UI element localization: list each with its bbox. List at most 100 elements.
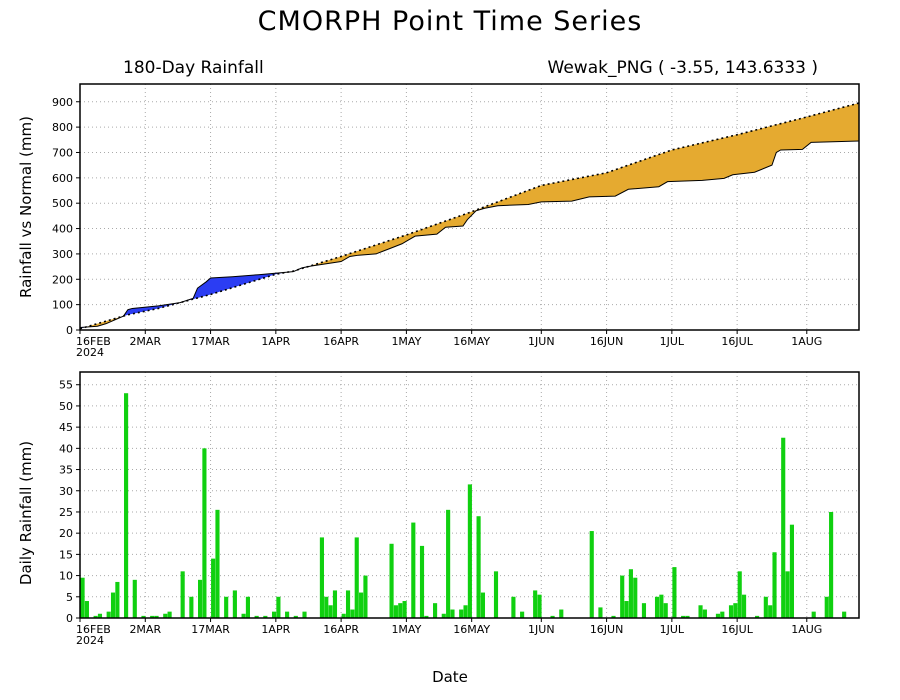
daily-rain-bar bbox=[263, 615, 268, 618]
bottom-xtick-label: 1JUL bbox=[660, 623, 685, 636]
daily-rain-bar bbox=[110, 592, 116, 618]
daily-rain-bar bbox=[733, 603, 738, 618]
daily-rain-bar bbox=[698, 605, 703, 618]
daily-rain-bar bbox=[628, 569, 633, 618]
daily-rain-bar bbox=[350, 609, 355, 618]
bottom-xtick-label: 16MAY bbox=[453, 623, 490, 636]
top-ytick-label: 700 bbox=[52, 146, 73, 159]
daily-rain-bar bbox=[829, 511, 834, 618]
daily-rain-bar bbox=[728, 605, 734, 618]
daily-rain-bar bbox=[624, 601, 629, 618]
bottom-ytick-label: 5 bbox=[66, 591, 73, 604]
daily-rain-bar bbox=[241, 613, 246, 618]
daily-rain-bar bbox=[150, 615, 155, 618]
daily-rain-bar bbox=[842, 611, 847, 618]
daily-rain-bar bbox=[232, 590, 237, 618]
daily-rain-bar bbox=[302, 611, 307, 618]
daily-rain-bar bbox=[106, 611, 111, 618]
daily-rain-bar bbox=[672, 567, 677, 618]
daily-rain-bar bbox=[520, 611, 525, 618]
daily-rain-bar bbox=[285, 611, 290, 618]
observed-line bbox=[79, 140, 860, 328]
bottom-xtick-label: 2MAR bbox=[129, 623, 161, 636]
top-ytick-label: 500 bbox=[52, 197, 73, 210]
bottom-xtick-label: 1APR bbox=[261, 623, 290, 636]
daily-bars bbox=[80, 393, 847, 618]
daily-rain-bar bbox=[742, 594, 747, 618]
daily-rain-bar bbox=[324, 596, 329, 618]
daily-rain-bar bbox=[598, 607, 603, 618]
bottom-ytick-label: 45 bbox=[59, 421, 73, 434]
daily-rain-bar bbox=[198, 579, 203, 618]
daily-rain-bar bbox=[224, 596, 229, 618]
subtitle-right: Wewak_PNG ( -3.55, 143.6333 ) bbox=[548, 58, 818, 78]
daily-rain-bar bbox=[654, 596, 660, 618]
top-xtick-label: 16JUN bbox=[590, 335, 624, 348]
daily-rain-bar bbox=[620, 575, 625, 618]
daily-rain-bar bbox=[245, 596, 250, 618]
subtitle-left: 180-Day Rainfall bbox=[123, 58, 264, 78]
top-x-ticks: 16FEB 2MAR 17MAR 1APR 16APR 1MAY 16MAY 1JUN 16JU… bbox=[76, 330, 822, 348]
bottom-xtick-label: 17MAR bbox=[191, 623, 230, 636]
daily-rain-bar bbox=[254, 615, 259, 618]
daily-rain-bar bbox=[611, 615, 616, 618]
daily-rain-bar bbox=[189, 596, 194, 618]
top-ytick-label: 400 bbox=[52, 223, 73, 236]
top-xtick-label: 1APR bbox=[261, 335, 290, 348]
daily-rain-bar bbox=[441, 613, 446, 618]
bottom-x-ticks: 16FEB 2MAR 17MAR 1APR 16APR 1MAY 16MAY 1JUN 16JU… bbox=[76, 618, 822, 636]
daily-rain-bar bbox=[293, 615, 298, 618]
daily-rain-bar bbox=[685, 615, 690, 618]
daily-rain-bar bbox=[559, 609, 564, 618]
daily-rain-bar bbox=[319, 537, 324, 618]
daily-rain-bar bbox=[641, 603, 647, 618]
daily-rain-bar bbox=[363, 575, 368, 618]
top-ytick-label: 0 bbox=[66, 324, 73, 337]
top-xtick-label: 1AUG bbox=[791, 335, 822, 348]
daily-rain-bar bbox=[720, 611, 725, 618]
bottom-ytick-label: 0 bbox=[66, 612, 73, 625]
bottom-xtick-label: 16JUL bbox=[721, 623, 753, 636]
bottom-ytick-label: 35 bbox=[59, 464, 73, 477]
daily-rain-bar bbox=[202, 448, 207, 618]
bottom-ytick-label: 10 bbox=[59, 570, 73, 583]
daily-rain-bar bbox=[411, 522, 416, 618]
daily-rain-bar bbox=[755, 615, 760, 618]
daily-rain-bar bbox=[459, 609, 464, 618]
daily-rain-bar bbox=[328, 605, 333, 618]
top-ytick-label: 900 bbox=[52, 96, 73, 109]
daily-rain-bar bbox=[493, 571, 499, 618]
below-normal-area bbox=[308, 103, 860, 267]
daily-rain-bar bbox=[167, 611, 172, 618]
daily-rain-bar bbox=[785, 571, 790, 618]
top-xtick-label: 16APR bbox=[323, 335, 359, 348]
daily-rain-bar bbox=[533, 590, 538, 618]
top-xtick-label: 16MAY bbox=[453, 335, 490, 348]
top-xtick-label: 16FEB bbox=[76, 335, 111, 348]
daily-rain-bar bbox=[84, 601, 89, 618]
daily-rain-bar bbox=[215, 509, 220, 618]
daily-rain-bar bbox=[702, 609, 707, 618]
daily-rain-bar bbox=[359, 592, 364, 618]
bottom-ytick-label: 50 bbox=[59, 400, 73, 413]
bottom-ytick-label: 30 bbox=[59, 485, 73, 498]
top-ytick-label: 600 bbox=[52, 172, 73, 185]
bottom-plot-frame bbox=[79, 371, 860, 619]
bottom-year-label: 2024 bbox=[76, 634, 104, 647]
daily-rain-bar bbox=[419, 545, 425, 618]
daily-rain-bar bbox=[763, 596, 768, 618]
daily-rain-bar bbox=[511, 596, 516, 618]
daily-rain-bar bbox=[154, 615, 159, 618]
daily-rain-bar bbox=[663, 603, 668, 618]
daily-rain-bar bbox=[824, 596, 829, 618]
top-plot-frame bbox=[79, 83, 860, 331]
bottom-ytick-label: 15 bbox=[59, 548, 73, 561]
daily-rain-bar bbox=[341, 613, 346, 618]
daily-rain-bar bbox=[476, 516, 481, 618]
daily-rain-bar bbox=[141, 615, 146, 618]
cumulative-rainfall-panel: 0 100 200 300 400 500 600 700 800 900 16FEB 2MAR 17… bbox=[17, 83, 860, 359]
daily-rain-bar bbox=[163, 613, 168, 618]
daily-rain-bar bbox=[345, 590, 351, 618]
top-series-lines bbox=[79, 102, 860, 330]
